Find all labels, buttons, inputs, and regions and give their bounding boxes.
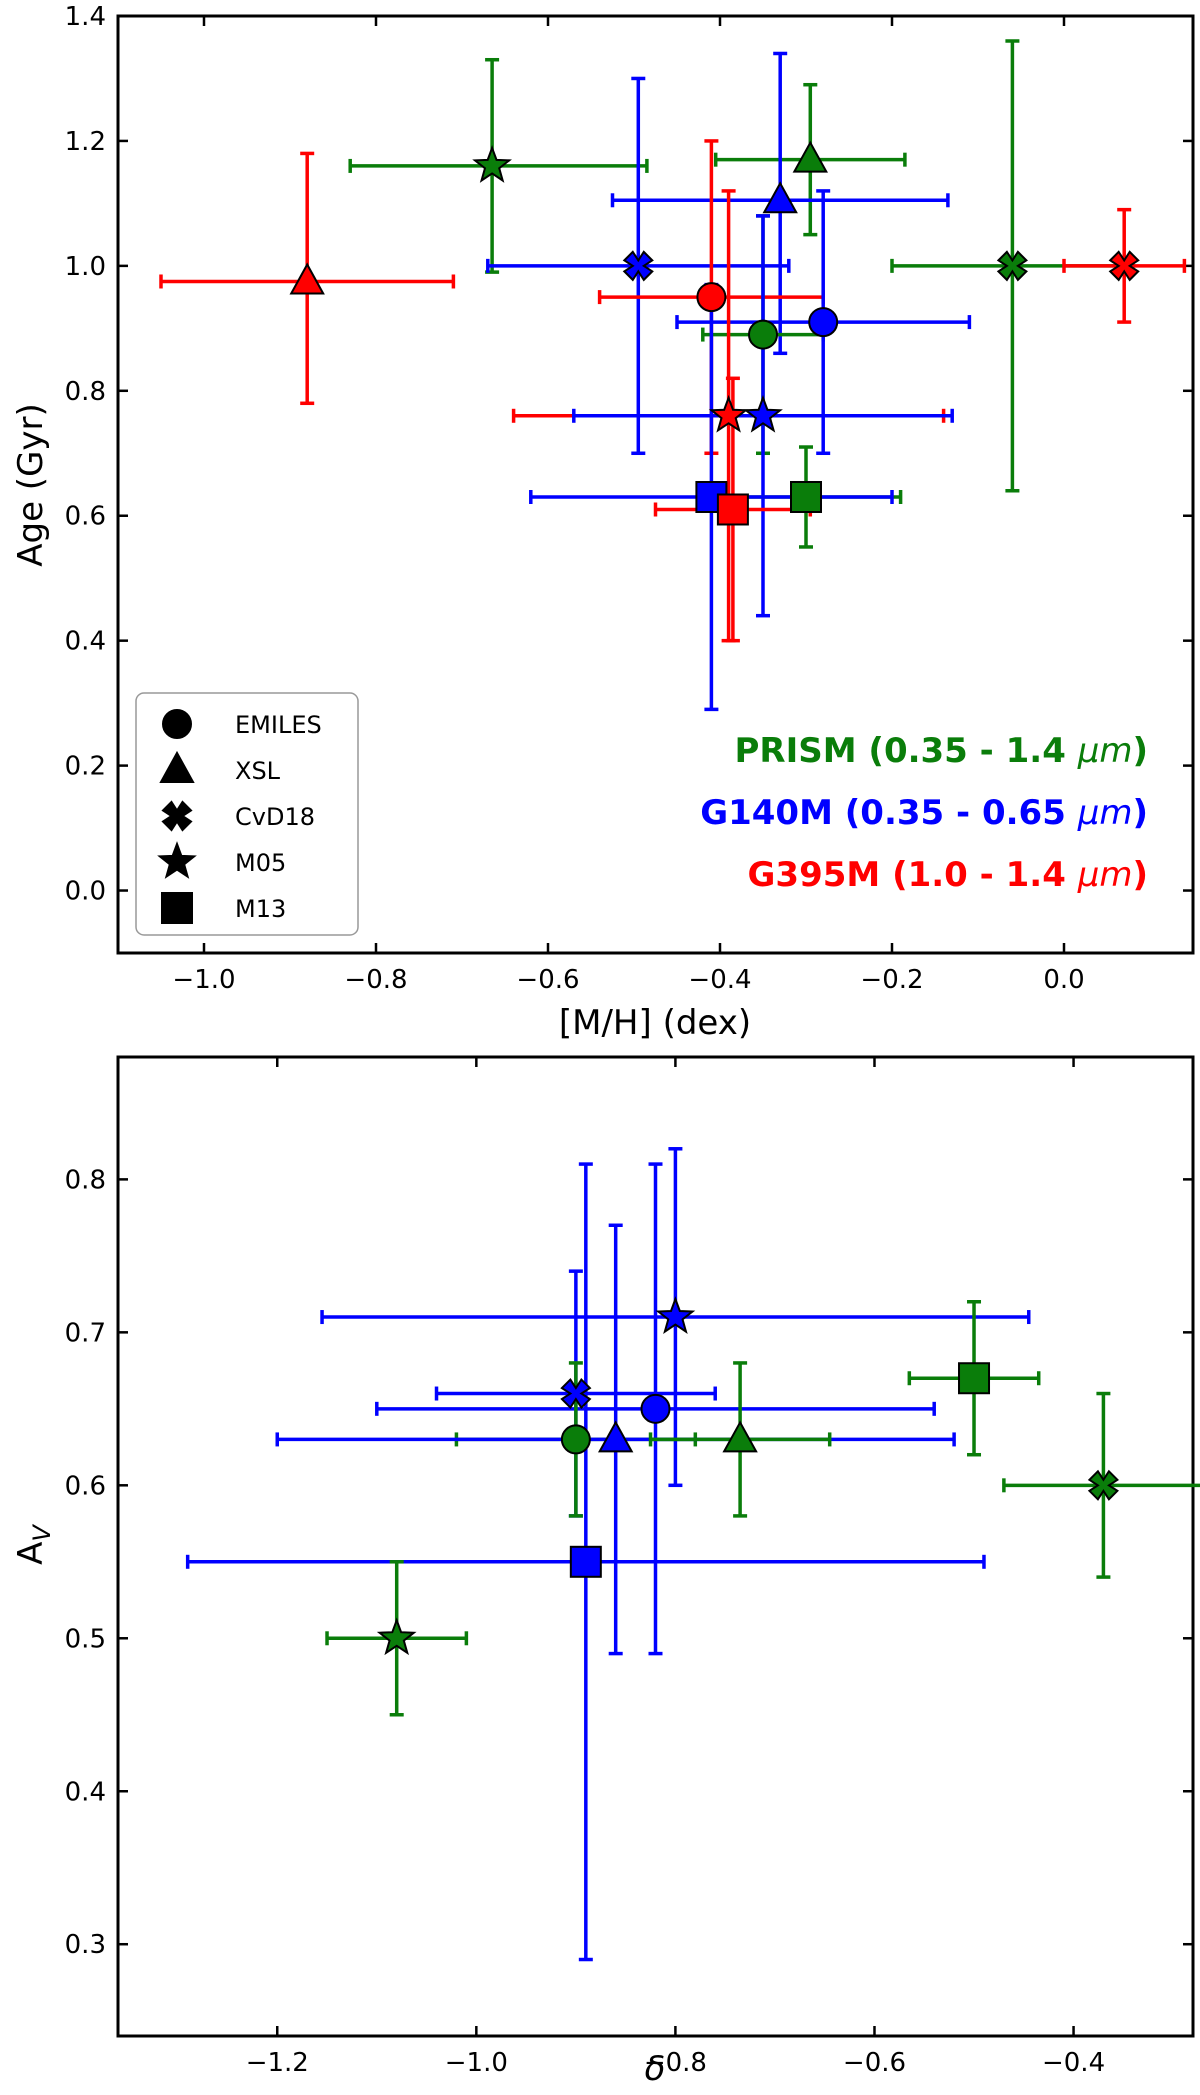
y-tick-label: 0.6: [65, 502, 106, 532]
data-point-prism-xsl: [722, 1420, 758, 1453]
band-label-prism: PRISM (0.35 - 1.4 μm): [734, 731, 1148, 771]
data-point-prism-m13: [958, 1362, 991, 1395]
x-tick-label: −0.8: [344, 965, 407, 995]
y-tick-label: 0.8: [65, 1165, 106, 1195]
x-tick-label: −0.8: [644, 2048, 707, 2078]
y-tick-label: 0.8: [65, 377, 106, 407]
legend: EMILES XSL CvD18 M05 M13: [135, 692, 359, 936]
legend-box: [135, 692, 359, 936]
age-metallicity-panel: −1.0 −0.8 −0.6 −0.4 −0.2 0.0 0.0 0.2 0.4 0.6 0.8 1.…: [11, 2, 1195, 1043]
x-axis-label-bottom: δ: [645, 2049, 666, 2089]
legend-marker-cvd18: [161, 800, 193, 832]
y-tick-label: 0.7: [65, 1318, 106, 1348]
y-tick-label: 0.0: [65, 877, 106, 907]
y-axis-label-bottom: AV: [11, 1524, 56, 1565]
data-point-prism-cvd18: [1087, 1469, 1120, 1501]
y-tick-label: 1.0: [65, 252, 106, 282]
data-point-g140m-emiles: [808, 307, 839, 338]
data-point-g140m-m13: [569, 1545, 602, 1578]
legend-marker-m13: [161, 892, 193, 924]
data-point-g140m-cvd18: [622, 250, 654, 282]
x-tick-label: 0.0: [1043, 965, 1084, 995]
data-point-g395m-m05: [708, 394, 749, 433]
data-point-prism-m05: [376, 1617, 417, 1656]
data-point-prism-cvd18: [996, 250, 1028, 282]
data-point-g140m-m05: [743, 394, 783, 433]
x-axis-label-top: [M/H] (dex): [559, 1003, 751, 1043]
x-tick-label: −0.6: [843, 2048, 906, 2078]
legend-label-emiles: EMILES: [235, 711, 322, 739]
data-point-prism-m05: [472, 145, 512, 183]
y-tick-label: 1.2: [65, 127, 106, 157]
attenuation-delta-panel: −1.2 −1.0 −0.8 −0.6 −0.4 0.3 0.4 0.5 0.6 0.7 0.8 δ…: [11, 1055, 1200, 2089]
data-point-g395m-cvd18: [1108, 250, 1140, 282]
y-tick-label: 1.4: [65, 2, 106, 32]
y-tick-label: 0.4: [65, 1777, 106, 1807]
band-label-g395m: G395M (1.0 - 1.4 μm): [748, 855, 1149, 895]
y-tick-label: 0.2: [65, 752, 106, 782]
y-tick-label: 0.6: [65, 1471, 106, 1501]
legend-label-m13: M13: [235, 895, 286, 923]
data-point-prism-m13: [790, 480, 822, 513]
data-point-g140m-cvd18: [560, 1377, 592, 1410]
data-point-g140m-emiles: [640, 1393, 671, 1424]
legend-label-xsl: XSL: [235, 757, 281, 785]
x-tick-label: −1.2: [246, 2048, 309, 2078]
data-point-prism-emiles: [560, 1424, 591, 1455]
data-point-g140m-xsl: [762, 181, 798, 214]
data-point-g395m-xsl: [289, 262, 325, 295]
legend-marker-emiles: [162, 709, 192, 739]
x-tick-label: −0.2: [860, 965, 923, 995]
legend-marker-m05: [157, 841, 197, 879]
data-point-g395m-m13: [716, 493, 749, 526]
band-label-g140m: G140M (0.35 - 0.65 μm): [700, 793, 1148, 833]
legend-label-m05: M05: [235, 849, 286, 877]
x-tick-label: −0.4: [688, 965, 751, 995]
legend-marker-xsl: [159, 750, 195, 783]
data-point-g140m-xsl: [597, 1420, 634, 1453]
data-point-g395m-emiles: [696, 282, 727, 313]
data-point-g140m-m05: [655, 1296, 696, 1334]
y-tick-label: 0.3: [65, 1930, 106, 1960]
y-tick-label: 0.5: [65, 1624, 106, 1654]
x-tick-label: −1.0: [445, 2048, 508, 2078]
data-point-prism-emiles: [748, 319, 778, 350]
x-tick-label: −0.6: [516, 965, 579, 995]
y-tick-label: 0.4: [65, 627, 106, 657]
x-tick-label: −1.0: [172, 965, 235, 995]
legend-label-cvd18: CvD18: [235, 803, 315, 831]
y-axis-label-top: Age (Gyr): [11, 403, 51, 567]
x-tick-label: −0.4: [1042, 2048, 1105, 2078]
data-point-prism-xsl: [792, 140, 828, 173]
